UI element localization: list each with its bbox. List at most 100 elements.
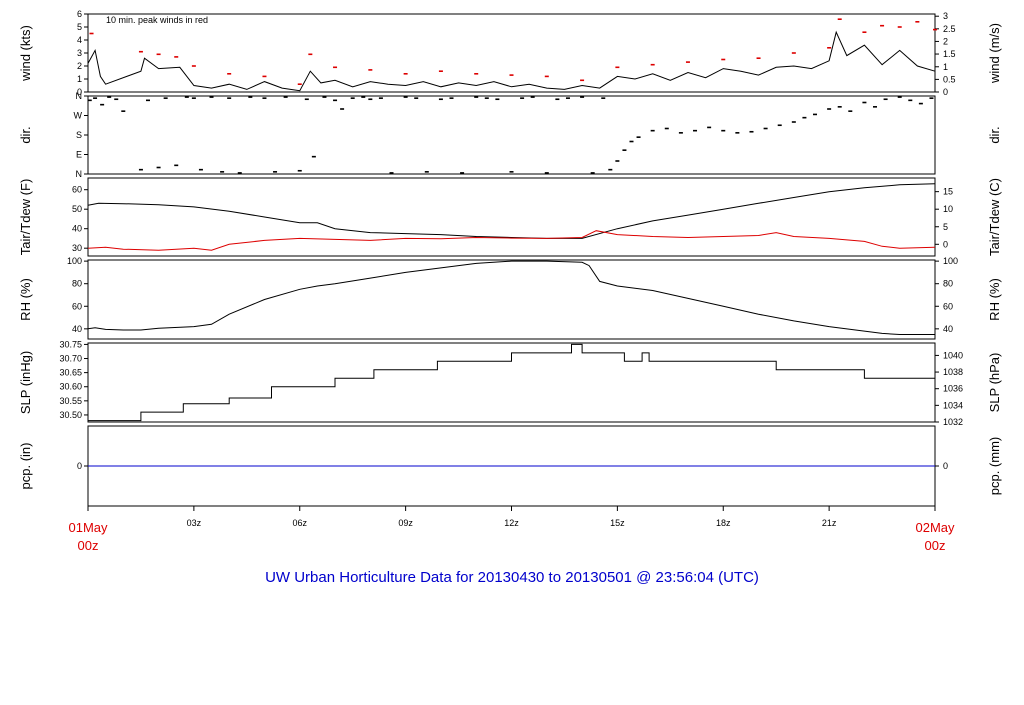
panel-frame [87, 177, 936, 257]
direction-point [707, 126, 712, 129]
direction-point [791, 121, 796, 123]
peak-wind-point [650, 63, 655, 66]
peak-wind-point [191, 65, 196, 67]
peak-wind-point [297, 83, 302, 85]
peak-wind-point [837, 18, 842, 20]
peak-wind-point [580, 79, 585, 82]
peak-wind-point [174, 56, 179, 58]
peak-wind-point [89, 32, 94, 35]
y-tick-label: 30.65 [59, 368, 82, 378]
direction-point [918, 102, 923, 105]
footer-caption: UW Urban Horticulture Data for 20130430 … [265, 569, 759, 586]
x-tick-label: 09z [398, 518, 413, 528]
y2-axis-label: SLP (hPa) [987, 353, 1002, 413]
y-axis-label: pcp. (in) [18, 443, 33, 490]
direction-point [777, 124, 782, 127]
y2-tick-label: 1038 [943, 367, 963, 377]
direction-point [693, 129, 698, 132]
direction-point [114, 98, 119, 101]
y2-tick-label: 3 [943, 11, 948, 21]
direction-point [802, 116, 807, 119]
y-axis-label: dir. [18, 126, 33, 143]
series-line-0 [87, 30, 936, 92]
x-tick-label: 12z [504, 518, 519, 528]
direction-point [590, 172, 595, 174]
x-start-date-label: 01May [68, 520, 108, 535]
y-tick-label: 40 [72, 324, 82, 334]
direction-point [908, 99, 913, 102]
y-tick-label: 1 [77, 74, 82, 84]
direction-point [530, 96, 535, 98]
x-tick-label: 06z [292, 518, 307, 528]
x-axis: 03z 06z 09z 12z 15z 18z 21z 01May 00z 02May 00z [68, 506, 955, 553]
direction-point [678, 132, 683, 134]
y2-axis-label: dir. [987, 126, 1002, 143]
peak-wind-point [897, 26, 902, 28]
direction-point [297, 169, 302, 172]
direction-point [262, 97, 267, 99]
y2-axis-label: Tair/Tdew (C) [987, 178, 1002, 256]
direction-point [340, 108, 345, 110]
panel-frame [87, 342, 936, 423]
direction-point [555, 98, 560, 101]
series-line-0 [87, 260, 935, 335]
direction-point [100, 103, 105, 106]
direction-point [198, 168, 203, 171]
y-tick-label: W [74, 111, 83, 121]
peak-wind-point [791, 52, 796, 54]
y2-tick-label: 15 [943, 187, 953, 197]
y2-tick-label: 1032 [943, 417, 963, 427]
x-tick-label: 15z [610, 518, 625, 528]
direction-point [333, 99, 338, 102]
direction-point [873, 106, 878, 108]
direction-point [87, 99, 92, 102]
direction-point [220, 171, 225, 173]
direction-point [304, 98, 309, 101]
y-tick-label: 60 [72, 301, 82, 311]
direction-point [837, 106, 842, 108]
peak-wind-point [333, 66, 338, 69]
direction-point [403, 96, 408, 98]
footer-to-date: 20130501 [565, 569, 636, 586]
direction-point [283, 96, 288, 98]
y-axis-label: wind (kts) [18, 25, 33, 82]
y2-tick-label: 10 [943, 204, 953, 214]
direction-point [93, 97, 98, 99]
direction-point [509, 171, 514, 173]
direction-point [629, 140, 634, 143]
y-tick-label: 50 [72, 204, 82, 214]
y-tick-label: 30.60 [59, 382, 82, 392]
y-tick-label: S [76, 130, 82, 140]
y-tick-label: 3 [77, 48, 82, 58]
y2-tick-label: 60 [943, 301, 953, 311]
peak-wind-point [474, 73, 479, 75]
direction-point [897, 96, 902, 98]
y-tick-label: 100 [67, 256, 82, 266]
peak-wind-point [544, 75, 549, 78]
peak-wind-point [933, 28, 937, 31]
panel-frame [87, 95, 936, 175]
y-tick-label: 30.55 [59, 396, 82, 406]
direction-point [438, 98, 443, 101]
y-tick-label: N [76, 169, 83, 179]
direction-point [544, 172, 549, 174]
direction-point [580, 96, 585, 98]
y-tick-label: 30 [72, 243, 82, 253]
direction-point [749, 130, 754, 133]
y2-tick-label: 80 [943, 279, 953, 289]
peak-wind-point [615, 66, 620, 69]
y2-tick-label: 2 [943, 36, 948, 46]
y2-tick-label: 40 [943, 324, 953, 334]
direction-point [145, 99, 150, 102]
peak-wind-point [685, 61, 690, 63]
peak-wind-point [509, 74, 514, 76]
direction-point [311, 155, 316, 158]
direction-point [121, 110, 126, 112]
direction-point [608, 168, 613, 171]
y-tick-label: N [76, 91, 83, 101]
y2-tick-label: 1040 [943, 350, 963, 360]
footer-from-date: 20130430 [478, 569, 549, 586]
y2-tick-label: 100 [943, 256, 958, 266]
direction-point [474, 96, 479, 98]
